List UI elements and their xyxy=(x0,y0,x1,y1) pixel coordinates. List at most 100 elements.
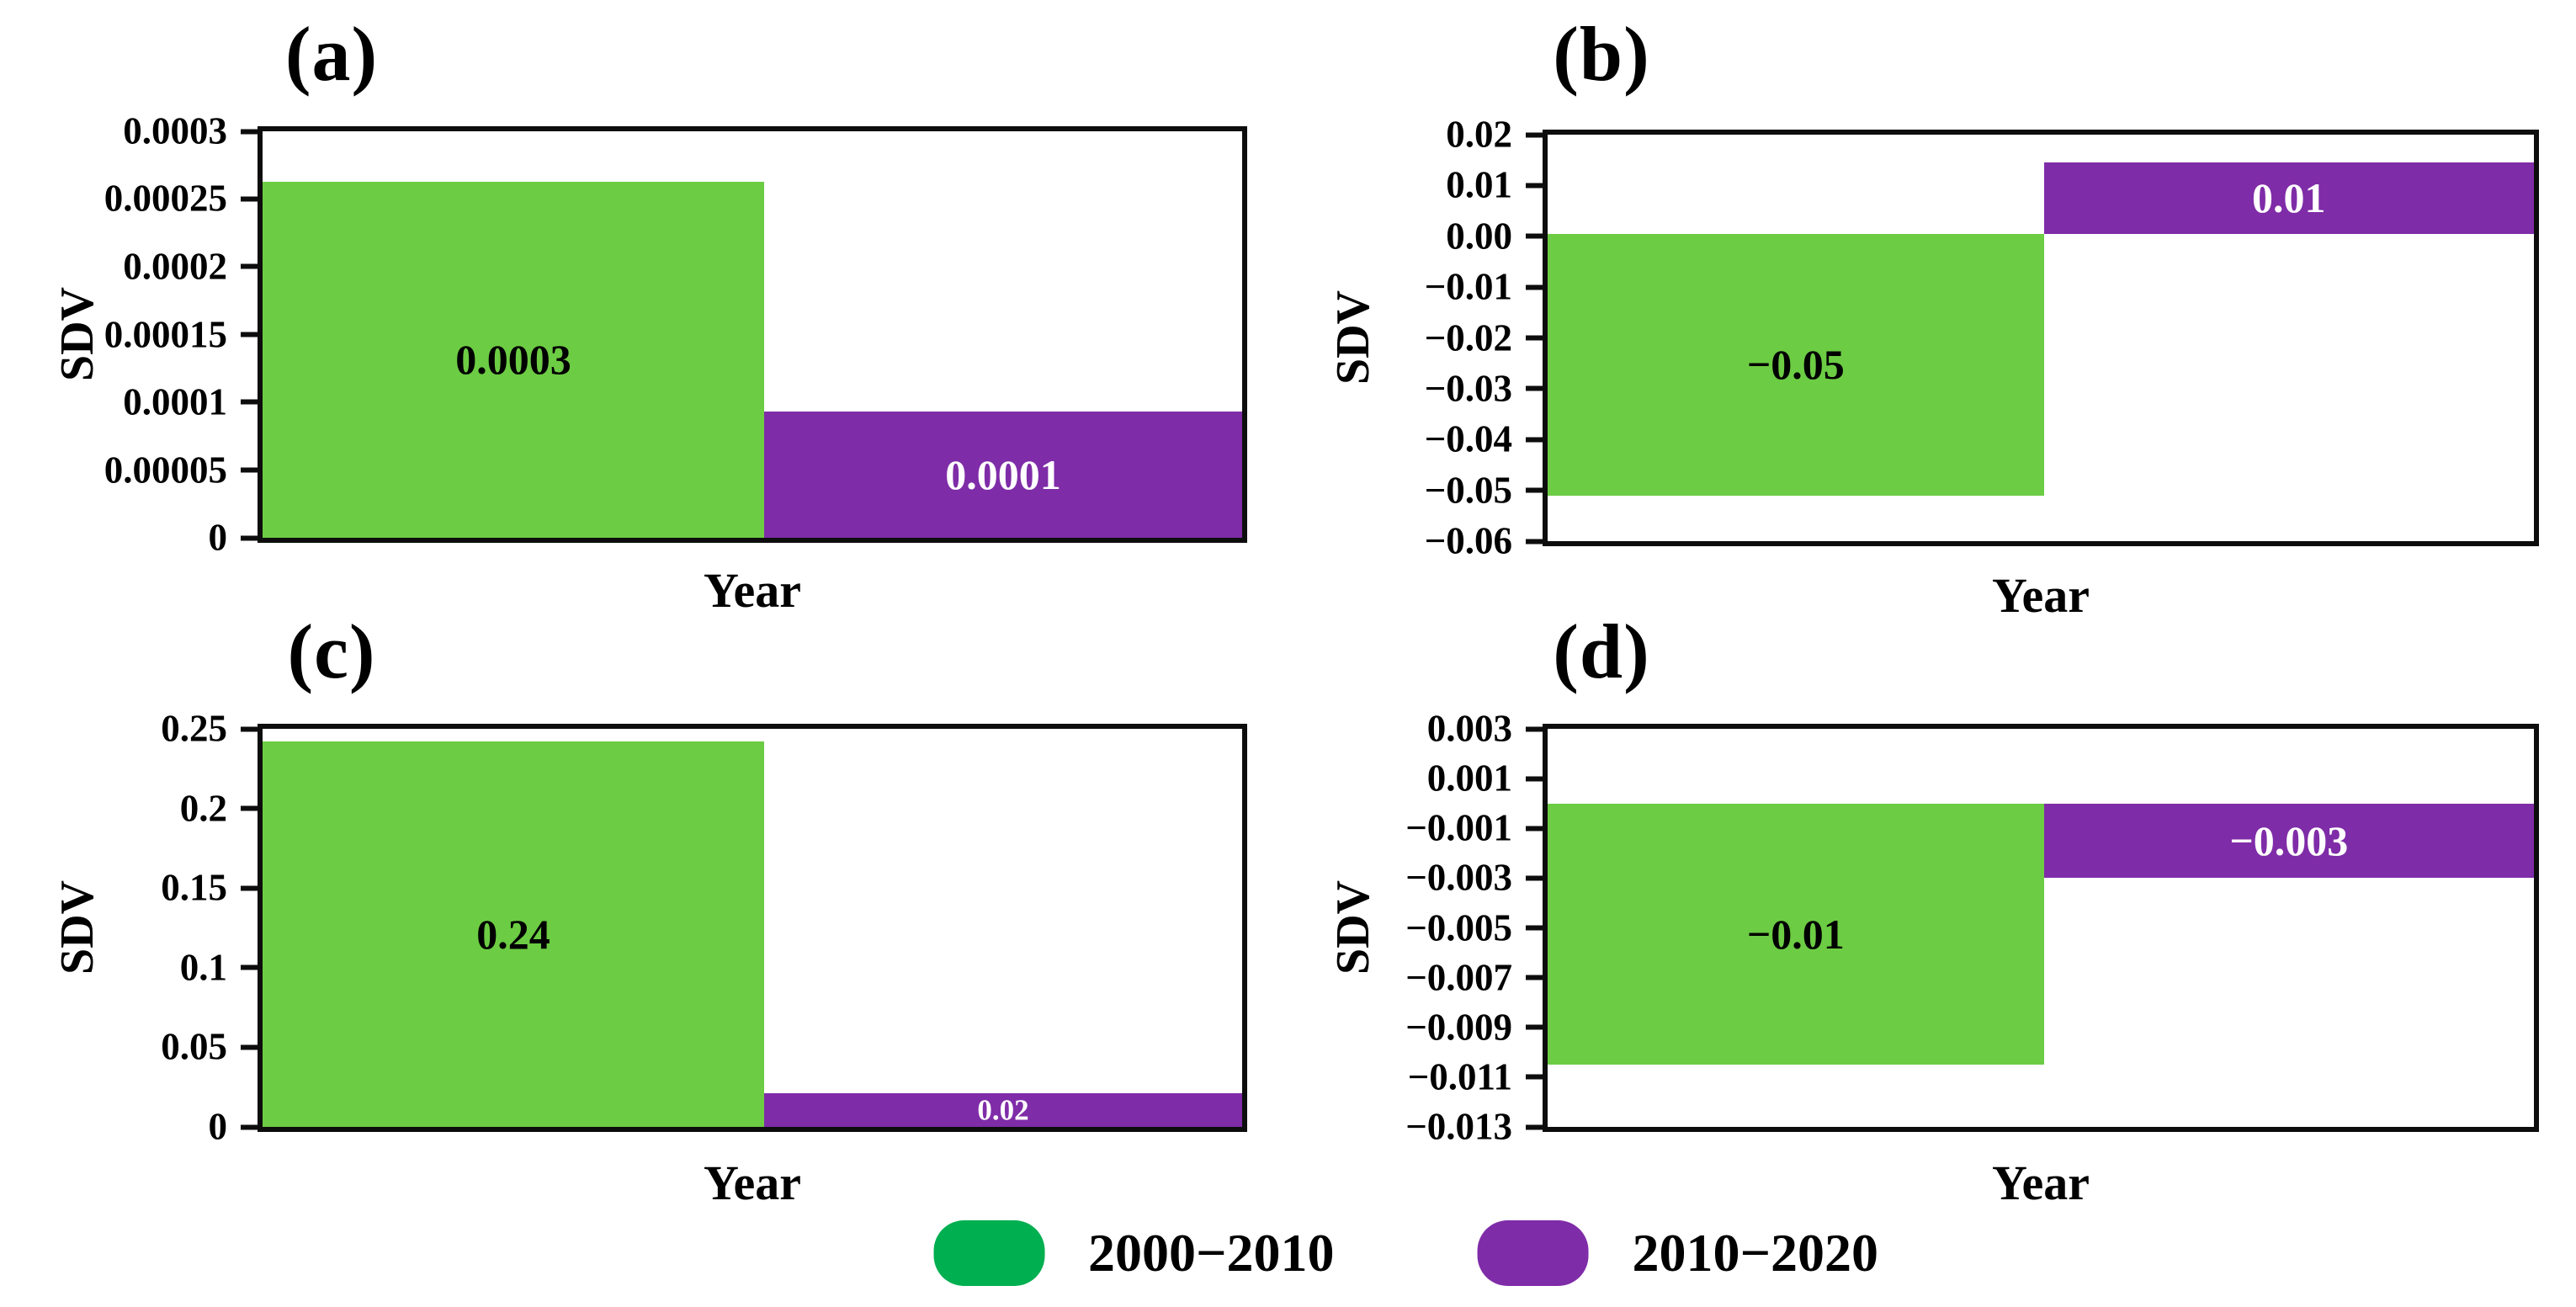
y-tick: 0.003 xyxy=(1427,709,1548,748)
y-tick: −0.001 xyxy=(1405,806,1548,849)
legend-label: 2000−2010 xyxy=(1088,1223,1335,1283)
bar-value-label: −0.05 xyxy=(1746,341,1845,389)
bar-value-label: 0.01 xyxy=(2252,174,2326,222)
y-tick: 0 xyxy=(208,516,263,559)
y-tick-label: −0.001 xyxy=(1405,806,1512,849)
y-tick-mark xyxy=(241,885,263,891)
y-tick: −0.02 xyxy=(1425,319,1548,357)
y-tick: 0.0003 xyxy=(123,109,263,152)
y-tick-mark xyxy=(1526,875,1548,881)
legend-swatch-icon xyxy=(933,1220,1045,1286)
y-tick: 0.1 xyxy=(180,948,263,986)
y-tick-mark xyxy=(241,964,263,970)
y-tick-label: −0.005 xyxy=(1405,906,1512,948)
legend-item: 2000−2010 xyxy=(933,1220,1335,1286)
y-tick-label: −0.04 xyxy=(1424,417,1512,460)
y-tick-mark xyxy=(1526,183,1548,189)
y-tick: −0.007 xyxy=(1405,959,1548,996)
y-tick-mark xyxy=(241,726,263,731)
y-tick-mark xyxy=(241,332,263,337)
bar-2000-2010: −0.01 xyxy=(1548,803,2044,1065)
y-tick-label: 0.01 xyxy=(1446,163,1512,206)
y-tick-label: 0 xyxy=(208,516,228,559)
bar-value-label: −0.01 xyxy=(1746,910,1845,958)
y-tick-mark xyxy=(1526,826,1548,831)
panel-d-title: (d) xyxy=(1553,608,1650,694)
y-tick-mark xyxy=(1526,1124,1548,1129)
y-tick-mark xyxy=(241,1124,263,1129)
y-tick-label: 0.0003 xyxy=(123,109,227,152)
y-tick-label: 0.0001 xyxy=(123,380,227,423)
y-tick-mark xyxy=(241,129,263,134)
y-tick-label: 0.00025 xyxy=(104,177,227,220)
y-tick: −0.01 xyxy=(1425,268,1548,306)
y-tick-mark xyxy=(241,1044,263,1050)
y-tick-label: −0.02 xyxy=(1424,316,1512,359)
y-tick-label: −0.011 xyxy=(1407,1055,1512,1098)
y-tick: 0.001 xyxy=(1426,757,1548,800)
legend-swatch-icon xyxy=(1477,1220,1589,1286)
bar-2010-2020: 0.0001 xyxy=(763,412,1242,538)
y-tick-label: −0.003 xyxy=(1405,856,1512,899)
bar-value-label: −0.003 xyxy=(2229,817,2349,865)
y-tick-label: 0.25 xyxy=(161,707,227,750)
y-tick-mark xyxy=(1526,132,1548,137)
y-tick-label: 0.00 xyxy=(1446,215,1512,258)
panel-c-y-axis-label: SDV xyxy=(51,879,104,975)
bar-2000-2010: 0.0003 xyxy=(263,181,764,538)
y-tick: −0.06 xyxy=(1424,519,1548,562)
y-tick-mark xyxy=(1526,925,1548,931)
y-tick-mark xyxy=(1526,284,1548,290)
y-tick-label: −0.06 xyxy=(1424,519,1512,562)
y-tick: 0.00 xyxy=(1446,217,1548,255)
y-tick-mark xyxy=(241,196,263,202)
bar-2000-2010: −0.05 xyxy=(1548,233,2044,496)
y-tick: −0.03 xyxy=(1425,369,1548,407)
y-tick: 0.0001 xyxy=(123,383,263,421)
y-tick-mark xyxy=(1526,539,1548,544)
y-tick-mark xyxy=(1526,487,1548,493)
bar-2010-2020: 0.01 xyxy=(2043,162,2534,234)
y-tick-label: −0.03 xyxy=(1424,367,1512,410)
y-tick-mark xyxy=(1526,233,1548,239)
y-tick: 0.25 xyxy=(161,707,263,750)
panel-d-plot-area: 0.003 0.001 −0.001 −0.003 −0.005 −0.007 −0.009… xyxy=(1405,709,2539,1145)
y-tick-label: 0.15 xyxy=(161,866,227,909)
panel-b-x-axis-label: Year xyxy=(1992,568,2090,623)
panel-b-title: (b) xyxy=(1553,11,1650,97)
y-tick-label: 0.1 xyxy=(179,946,227,989)
panel-b-y-axis-label: SDV xyxy=(1327,290,1379,385)
y-tick-label: −0.007 xyxy=(1405,956,1512,999)
y-tick-mark xyxy=(241,535,263,540)
panel-a-y-axis-label: SDV xyxy=(51,286,104,382)
y-tick-label: 0.05 xyxy=(161,1025,227,1068)
y-tick: −0.003 xyxy=(1405,856,1548,899)
y-tick-label: 0.001 xyxy=(1426,757,1512,800)
y-tick: 0.0002 xyxy=(123,247,263,285)
y-tick: −0.011 xyxy=(1408,1058,1548,1096)
y-tick: 0.15 xyxy=(161,869,263,907)
y-tick-label: 0.0002 xyxy=(123,245,227,288)
panel-c-title: (c) xyxy=(287,608,376,694)
panel-d-y-axis-label: SDV xyxy=(1327,879,1379,975)
y-tick-mark xyxy=(241,805,263,811)
bar-value-label: 0.0001 xyxy=(945,451,1061,499)
y-tick: 0 xyxy=(209,1108,263,1146)
bar-2000-2010: 0.24 xyxy=(263,741,764,1127)
bar-value-label: 0.0003 xyxy=(455,336,571,384)
bar-2010-2020: −0.003 xyxy=(2043,803,2534,879)
panel-a-plot-area: 0.0003 0.00025 0.0002 0.00015 0.0001 0.00005 0… xyxy=(104,112,1247,556)
panel-a-title: (a) xyxy=(284,11,379,97)
y-tick-label: −0.01 xyxy=(1424,265,1512,308)
y-tick-mark xyxy=(1526,437,1548,443)
bar-value-label: 0.24 xyxy=(476,911,550,959)
panel-c-plot-area: 0.25 0.2 0.15 0.1 0.05 0 0.24 0.02 xyxy=(161,709,1247,1145)
y-tick-mark xyxy=(1526,1024,1548,1030)
y-tick-label: 0.00005 xyxy=(104,449,227,491)
y-tick-mark xyxy=(1526,335,1548,341)
y-tick-mark xyxy=(241,399,263,405)
y-tick-mark xyxy=(1526,1074,1548,1080)
y-tick: −0.04 xyxy=(1424,417,1548,460)
